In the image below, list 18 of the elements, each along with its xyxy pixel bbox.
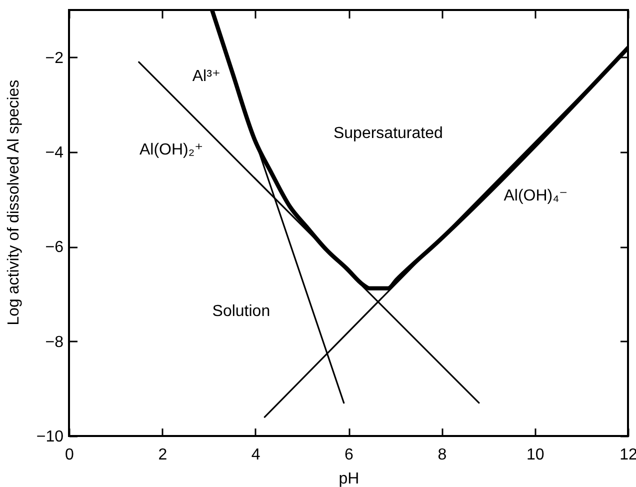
x-tick-label: 4 — [251, 446, 260, 464]
annotation: Supersaturated — [333, 125, 443, 142]
y-tick-label: −10 — [36, 428, 64, 446]
y-axis-title: Log activity of dissolved Al species — [6, 80, 22, 326]
x-axis-title: pH — [338, 470, 360, 487]
x-tick-label: 6 — [344, 446, 354, 464]
y-tick-label: −4 — [45, 144, 64, 162]
x-tick-label: 8 — [438, 446, 447, 464]
y-tick-label: −2 — [45, 50, 64, 67]
series-label: Al(OH)₄⁻ — [504, 188, 568, 205]
series-label: Al³⁺ — [192, 68, 220, 85]
annotation: Solution — [212, 303, 270, 320]
x-tick-label: 2 — [158, 446, 168, 464]
series-label: Al(OH)₂⁺ — [139, 142, 204, 159]
y-tick-label: −8 — [45, 334, 64, 351]
y-tick-label: −6 — [45, 239, 64, 256]
x-tick-label: 10 — [526, 446, 544, 464]
x-tick-label: 0 — [65, 446, 74, 464]
